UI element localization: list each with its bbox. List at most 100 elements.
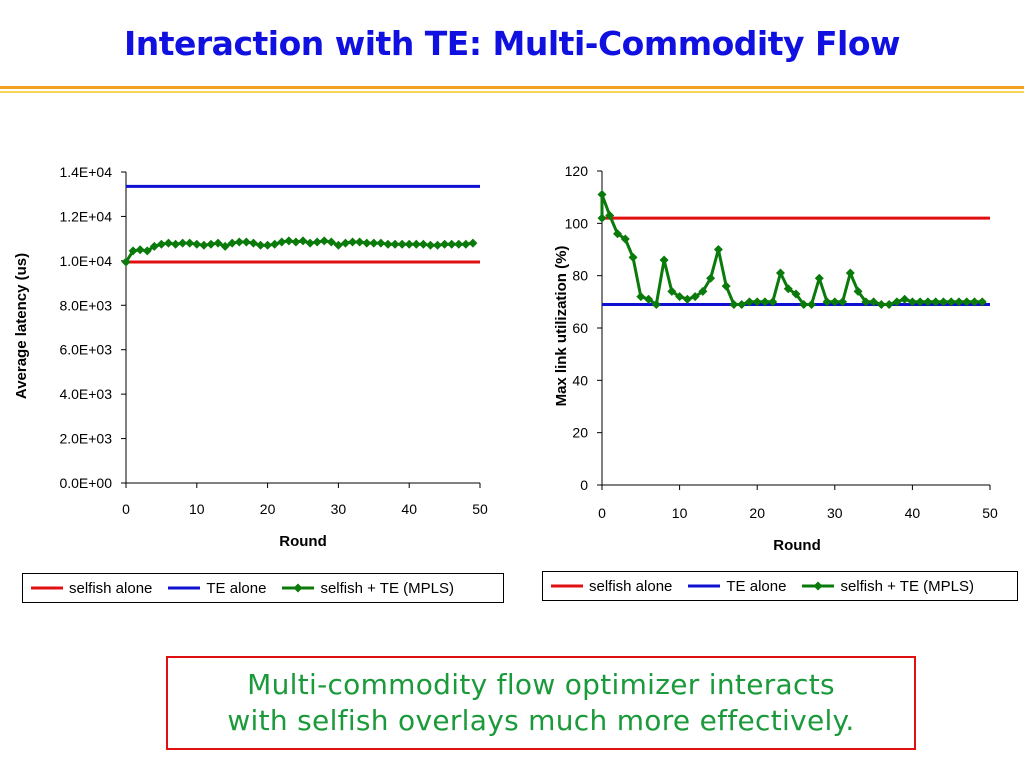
data-point bbox=[348, 237, 358, 247]
x-tick-label: 10 bbox=[189, 501, 205, 517]
data-point bbox=[706, 273, 716, 283]
legend-label: selfish + TE (MPLS) bbox=[840, 577, 974, 595]
data-point bbox=[620, 234, 630, 244]
legend-item-te-alone: TE alone bbox=[168, 580, 266, 597]
data-point bbox=[644, 294, 654, 304]
data-point bbox=[962, 297, 972, 307]
data-point bbox=[659, 255, 669, 265]
data-point bbox=[284, 236, 294, 246]
data-point bbox=[199, 240, 209, 250]
series-selfish-te-mpls bbox=[597, 190, 987, 309]
series-selfish-te-mpls bbox=[121, 236, 478, 267]
x-axis-title: Round bbox=[773, 537, 820, 554]
x-tick-label: 40 bbox=[401, 501, 417, 517]
x-tick-label: 0 bbox=[122, 501, 130, 517]
y-tick-label: 1.4E+04 bbox=[59, 164, 112, 180]
data-point bbox=[667, 286, 677, 296]
data-point bbox=[156, 239, 166, 249]
data-point bbox=[931, 297, 941, 307]
x-tick-label: 30 bbox=[827, 505, 843, 521]
data-point bbox=[213, 238, 223, 248]
y-tick-label: 80 bbox=[572, 268, 588, 284]
data-point bbox=[376, 238, 386, 248]
data-point bbox=[128, 246, 138, 256]
data-point bbox=[121, 257, 131, 267]
data-point bbox=[775, 268, 785, 278]
data-point bbox=[822, 297, 832, 307]
data-point bbox=[838, 297, 848, 307]
legend-swatch bbox=[688, 584, 721, 588]
data-point bbox=[737, 299, 747, 309]
y-tick-label: 120 bbox=[565, 163, 589, 179]
data-point bbox=[241, 237, 251, 247]
legend-label: selfish alone bbox=[69, 579, 153, 597]
data-point bbox=[744, 297, 754, 307]
y-tick-label: 40 bbox=[572, 372, 588, 388]
data-point bbox=[892, 297, 902, 307]
y-tick-label: 100 bbox=[565, 215, 589, 231]
data-point bbox=[468, 238, 478, 248]
x-tick-label: 10 bbox=[672, 505, 688, 521]
y-tick-label: 1.0E+04 bbox=[59, 253, 112, 269]
data-point bbox=[454, 239, 464, 249]
data-point bbox=[900, 294, 910, 304]
data-point bbox=[291, 237, 301, 247]
data-point bbox=[946, 297, 956, 307]
data-point bbox=[298, 236, 308, 246]
data-point bbox=[178, 238, 188, 248]
data-point bbox=[163, 238, 173, 248]
y-tick-label: 4.0E+03 bbox=[59, 386, 112, 402]
y-tick-label: 1.2E+04 bbox=[59, 208, 112, 224]
data-point bbox=[447, 239, 457, 249]
data-point bbox=[270, 239, 280, 249]
data-point bbox=[884, 299, 894, 309]
data-point bbox=[853, 286, 863, 296]
data-point bbox=[277, 237, 287, 247]
data-point bbox=[768, 297, 778, 307]
legend-item-selfish-alone: selfish alone bbox=[31, 580, 152, 597]
y-axis-title: Max link utilization (%) bbox=[553, 246, 570, 407]
data-point bbox=[227, 238, 237, 248]
legend-label: selfish alone bbox=[589, 577, 673, 595]
legend-label: TE alone bbox=[726, 577, 787, 595]
data-point bbox=[814, 273, 824, 283]
legend-item-selfish-alone: selfish alone bbox=[551, 578, 672, 595]
legend-label: TE alone bbox=[206, 579, 267, 597]
data-point bbox=[861, 297, 871, 307]
data-point bbox=[192, 239, 202, 249]
x-tick-label: 50 bbox=[982, 505, 998, 521]
data-point bbox=[690, 292, 700, 302]
data-point bbox=[597, 213, 607, 223]
y-tick-label: 8.0E+03 bbox=[59, 297, 112, 313]
title-underline-yellow bbox=[0, 91, 1024, 93]
data-point bbox=[263, 240, 273, 250]
data-point bbox=[938, 297, 948, 307]
x-tick-label: 20 bbox=[749, 505, 765, 521]
data-point bbox=[830, 297, 840, 307]
data-point bbox=[783, 284, 793, 294]
data-point bbox=[362, 238, 372, 248]
y-tick-label: 20 bbox=[572, 425, 588, 441]
legend-label: selfish + TE (MPLS) bbox=[320, 579, 454, 597]
data-point bbox=[418, 239, 428, 249]
data-point bbox=[234, 237, 244, 247]
callout-line-2: with selfish overlays much more effectiv… bbox=[227, 704, 855, 737]
y-axis-title: Average latency (us) bbox=[13, 253, 30, 399]
data-point bbox=[411, 239, 421, 249]
legend-item-selfish-te-mpls: selfish + TE (MPLS) bbox=[282, 580, 454, 597]
data-point bbox=[319, 236, 329, 246]
legend-item-selfish-te-mpls: selfish + TE (MPLS) bbox=[802, 578, 974, 595]
data-point bbox=[791, 289, 801, 299]
data-point bbox=[651, 299, 661, 309]
data-point bbox=[713, 245, 723, 254]
data-point bbox=[383, 239, 393, 249]
data-point bbox=[876, 299, 886, 309]
data-point bbox=[461, 239, 471, 249]
x-tick-label: 0 bbox=[598, 505, 606, 521]
data-point bbox=[613, 229, 623, 239]
utilization-chart-legend: selfish alone TE alone selfish + TE (MPLS) bbox=[542, 571, 1018, 601]
data-point bbox=[312, 237, 322, 247]
data-point bbox=[425, 240, 435, 250]
